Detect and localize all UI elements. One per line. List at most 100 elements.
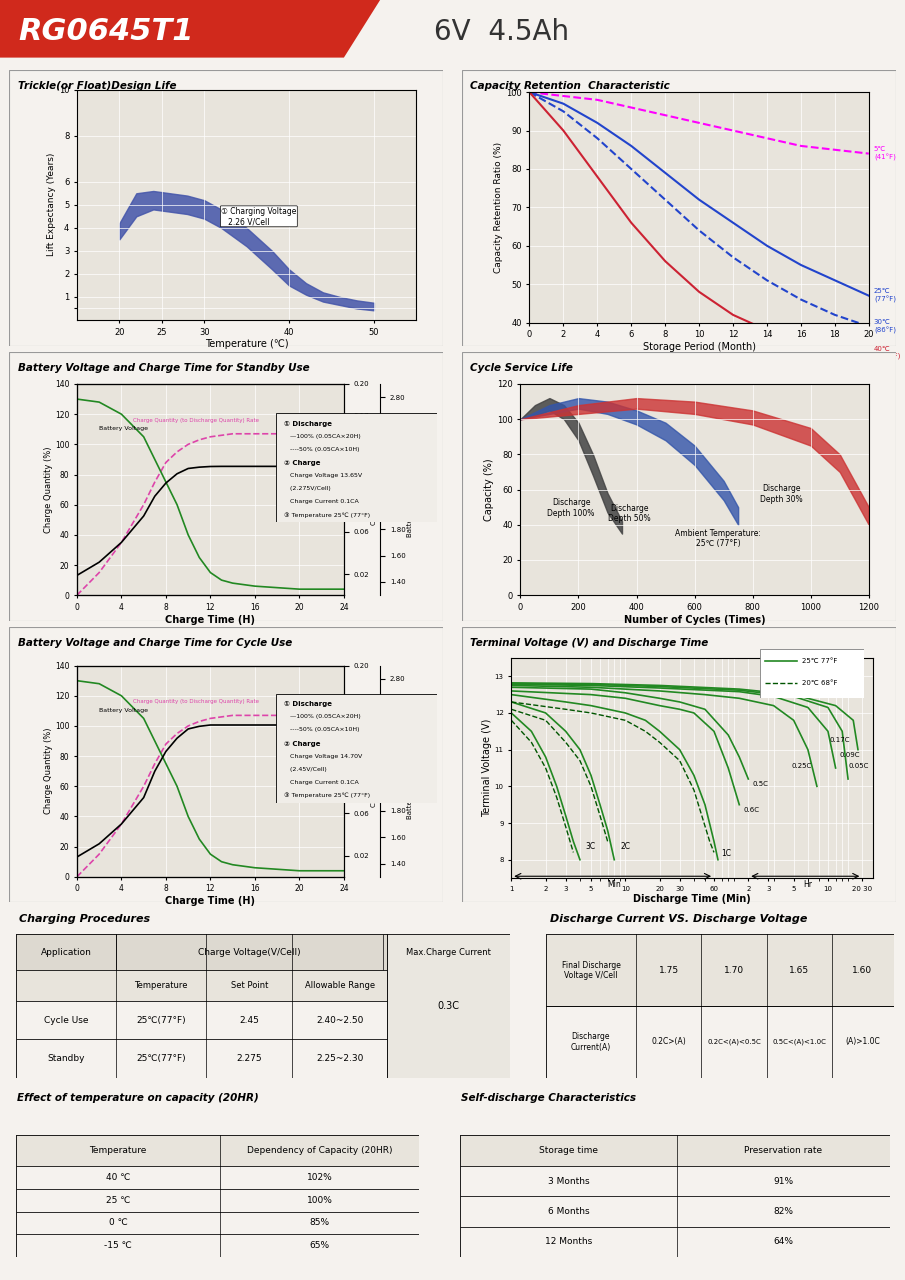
Text: Charge Voltage 14.70V: Charge Voltage 14.70V: [284, 754, 362, 759]
Text: Ambient Temperature:
25℃ (77°F): Ambient Temperature: 25℃ (77°F): [675, 529, 761, 548]
Text: 1.65: 1.65: [789, 965, 809, 975]
FancyBboxPatch shape: [760, 649, 864, 698]
Text: Max.Charge Current: Max.Charge Current: [406, 947, 491, 957]
Text: 0.3C: 0.3C: [437, 1001, 460, 1011]
Text: 91%: 91%: [773, 1176, 794, 1185]
Text: Battery Voltage: Battery Voltage: [100, 426, 148, 431]
Text: Set Point: Set Point: [231, 980, 268, 991]
Text: 2.275: 2.275: [236, 1053, 262, 1064]
X-axis label: Storage Period (Month): Storage Period (Month): [643, 342, 756, 352]
Text: ----50% (0.05CA×10H): ----50% (0.05CA×10H): [284, 447, 359, 452]
Bar: [546, 1006, 894, 1078]
Bar: [116, 934, 383, 970]
Text: Charge Quantity (to Discharge Quantity) Rate: Charge Quantity (to Discharge Quantity) …: [132, 417, 259, 422]
Text: Temperature: Temperature: [90, 1146, 147, 1156]
Text: 40℃
(104°F): 40℃ (104°F): [874, 346, 900, 361]
Bar: [460, 1135, 890, 1166]
Text: Battery Voltage: Battery Voltage: [100, 708, 148, 713]
Bar: [460, 1197, 890, 1226]
Text: 0.09C: 0.09C: [839, 751, 860, 758]
Text: ③ Temperature 25℃ (77°F): ③ Temperature 25℃ (77°F): [284, 792, 370, 799]
Bar: [16, 1211, 419, 1234]
Text: Effect of temperature on capacity (20HR): Effect of temperature on capacity (20HR): [17, 1093, 259, 1103]
X-axis label: Number of Cycles (Times): Number of Cycles (Times): [624, 614, 766, 625]
Text: Charge Quantity (to Discharge Quantity) Rate: Charge Quantity (to Discharge Quantity) …: [132, 699, 259, 704]
Text: Min: Min: [607, 879, 621, 888]
Text: Charge Current 0.1CA: Charge Current 0.1CA: [284, 499, 358, 504]
Text: (2.45V/Cell): (2.45V/Cell): [284, 767, 327, 772]
Bar: [546, 934, 894, 1006]
Text: 0.5C: 0.5C: [752, 781, 768, 787]
Y-axis label: Battery Voltage (V)/Per Cell: Battery Voltage (V)/Per Cell: [407, 723, 414, 819]
Text: ① Discharge: ① Discharge: [284, 421, 332, 428]
Text: 3 Months: 3 Months: [548, 1176, 589, 1185]
Y-axis label: Battery Voltage (V)/Per Cell: Battery Voltage (V)/Per Cell: [407, 442, 414, 538]
Bar: [16, 1234, 419, 1257]
Text: 2C: 2C: [620, 842, 630, 851]
Bar: [387, 934, 510, 1078]
Y-axis label: Capacity (%): Capacity (%): [484, 458, 494, 521]
Text: Discharge
Depth 30%: Discharge Depth 30%: [760, 484, 803, 504]
X-axis label: Discharge Time (Min): Discharge Time (Min): [634, 895, 751, 905]
Text: 25℃
(77°F): 25℃ (77°F): [874, 288, 896, 303]
Text: Cycle Service Life: Cycle Service Life: [471, 362, 573, 372]
Text: 6V  4.5Ah: 6V 4.5Ah: [434, 18, 569, 46]
Text: 0 ℃: 0 ℃: [109, 1219, 128, 1228]
Text: ③ Temperature 25℃ (77°F): ③ Temperature 25℃ (77°F): [284, 512, 370, 518]
X-axis label: Temperature (℃): Temperature (℃): [205, 339, 289, 349]
Text: 1.70: 1.70: [724, 965, 744, 975]
Text: 12 Months: 12 Months: [545, 1238, 592, 1247]
Text: Discharge
Depth 50%: Discharge Depth 50%: [608, 503, 651, 524]
Text: ① Discharge: ① Discharge: [284, 701, 332, 708]
Text: ① Charging Voltage
   2.26 V/Cell: ① Charging Voltage 2.26 V/Cell: [221, 206, 297, 227]
Y-axis label: Lift Expectancy (Years): Lift Expectancy (Years): [47, 154, 56, 256]
Text: 0.17C: 0.17C: [830, 737, 850, 744]
Text: Charging Procedures: Charging Procedures: [19, 914, 150, 924]
Text: 25 ℃: 25 ℃: [106, 1196, 130, 1204]
Text: 0.05C: 0.05C: [848, 763, 869, 769]
Text: Charge Voltage(V/Cell): Charge Voltage(V/Cell): [198, 947, 300, 957]
Text: Preservation rate: Preservation rate: [744, 1146, 823, 1156]
Text: Temperature: Temperature: [134, 980, 188, 991]
FancyBboxPatch shape: [9, 627, 443, 902]
Text: 0.2C<(A)<0.5C: 0.2C<(A)<0.5C: [707, 1038, 761, 1046]
FancyBboxPatch shape: [276, 694, 437, 803]
Text: 82%: 82%: [773, 1207, 794, 1216]
Text: 2.25~2.30: 2.25~2.30: [316, 1053, 364, 1064]
Text: 65%: 65%: [310, 1242, 329, 1251]
Text: Allowable Range: Allowable Range: [305, 980, 375, 991]
Text: Battery Voltage and Charge Time for Standby Use: Battery Voltage and Charge Time for Stan…: [18, 362, 310, 372]
Text: 6 Months: 6 Months: [548, 1207, 589, 1216]
Bar: [16, 1189, 419, 1211]
Bar: [16, 934, 510, 970]
Text: Capacity Retention  Characteristic: Capacity Retention Characteristic: [471, 82, 670, 91]
Bar: [16, 1001, 510, 1039]
Text: 2.40~2.50: 2.40~2.50: [316, 1015, 364, 1025]
Y-axis label: Charge Quantity (%): Charge Quantity (%): [44, 728, 53, 814]
Text: Discharge Current VS. Discharge Voltage: Discharge Current VS. Discharge Voltage: [550, 914, 807, 924]
Text: Charge Current 0.1CA: Charge Current 0.1CA: [284, 780, 358, 785]
Y-axis label: Charge Current (CA): Charge Current (CA): [371, 736, 377, 806]
Text: -15 ℃: -15 ℃: [104, 1242, 132, 1251]
Text: Terminal Voltage (V) and Discharge Time: Terminal Voltage (V) and Discharge Time: [471, 639, 709, 648]
Text: 1C: 1C: [721, 849, 731, 858]
FancyBboxPatch shape: [9, 70, 443, 346]
Text: ② Charge: ② Charge: [284, 461, 320, 466]
Text: Battery Voltage and Charge Time for Cycle Use: Battery Voltage and Charge Time for Cycl…: [18, 639, 292, 648]
Text: Application: Application: [41, 947, 91, 957]
Text: 102%: 102%: [307, 1172, 332, 1181]
Text: 0.6C: 0.6C: [744, 806, 760, 813]
Y-axis label: Charge Quantity (%): Charge Quantity (%): [44, 447, 53, 532]
Text: 3C: 3C: [586, 842, 595, 851]
FancyBboxPatch shape: [462, 352, 896, 621]
Text: 1.75: 1.75: [659, 965, 679, 975]
Y-axis label: Charge Current (CA): Charge Current (CA): [371, 454, 377, 525]
Text: Standby: Standby: [47, 1053, 85, 1064]
Text: Discharge
Current(A): Discharge Current(A): [571, 1032, 611, 1052]
Text: (2.275V/Cell): (2.275V/Cell): [284, 486, 331, 492]
Text: Trickle(or Float)Design Life: Trickle(or Float)Design Life: [18, 82, 176, 91]
Text: 25℃(77°F): 25℃(77°F): [137, 1053, 186, 1064]
Y-axis label: Terminal Voltage (V): Terminal Voltage (V): [481, 719, 492, 817]
Text: 100%: 100%: [307, 1196, 332, 1204]
Text: ② Charge: ② Charge: [284, 741, 320, 746]
